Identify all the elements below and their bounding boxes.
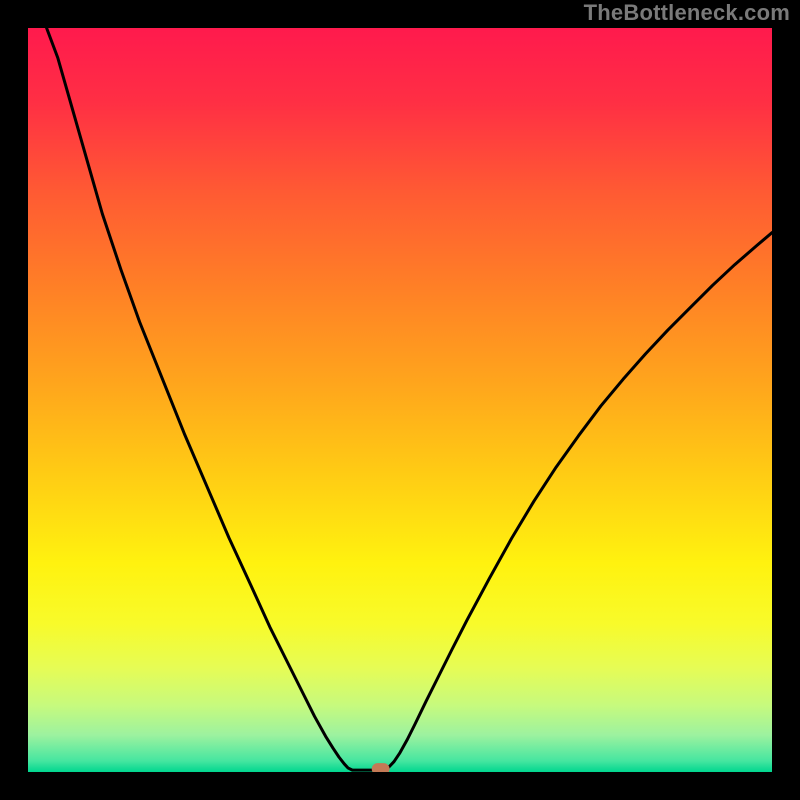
bottleneck-chart [28, 28, 772, 772]
bottleneck-point-marker [372, 763, 390, 772]
plot-background [28, 28, 772, 772]
watermark-text: TheBottleneck.com [584, 0, 790, 26]
chart-frame: { "watermark": { "text": "TheBottleneck.… [0, 0, 800, 800]
